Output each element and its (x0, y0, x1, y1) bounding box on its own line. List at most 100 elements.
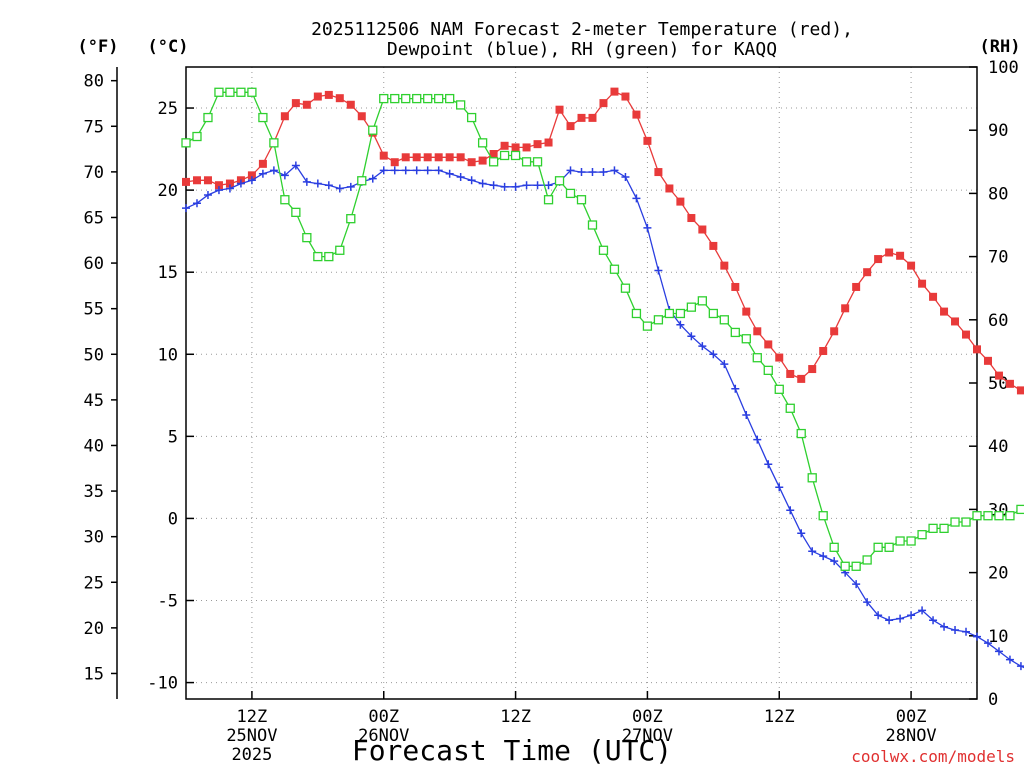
rh-point (719, 315, 729, 325)
rh-point (576, 195, 587, 205)
rh-point (368, 125, 378, 135)
dewpoint-point (478, 179, 487, 188)
rh-point (994, 511, 1004, 521)
rh-point (741, 334, 751, 344)
dewpoint-point (214, 186, 223, 195)
time-tick-date-label: 26NOV (358, 726, 409, 746)
rh-point (280, 195, 290, 205)
dewpoint-point (280, 171, 289, 180)
temperature-point (874, 255, 883, 264)
temperature-point (962, 330, 971, 339)
temperature-point (1016, 386, 1024, 395)
dewpoint-point (467, 176, 476, 185)
dewpoint-point (731, 384, 740, 393)
fahrenheit-unit-label: (°F) (78, 37, 119, 57)
celsius-tick-label: 25 (158, 99, 178, 119)
dewpoint-point (588, 168, 597, 177)
rh-point (313, 251, 323, 262)
dewpoint-point (489, 181, 498, 190)
dewpoint-point (720, 360, 729, 369)
rh-point (499, 150, 510, 161)
dewpoint-point (313, 179, 322, 188)
temperature-series (182, 87, 1024, 395)
temperature-point (918, 279, 927, 288)
temperature-point (983, 356, 992, 365)
rh-point (774, 384, 784, 394)
temperature-point (621, 92, 630, 101)
dewpoint-point (687, 332, 696, 341)
rh-tick-label: 70 (988, 248, 1008, 268)
rh-tick-label: 60 (988, 311, 1008, 331)
celsius-tick-label: 15 (158, 263, 178, 283)
temperature-point (610, 87, 619, 96)
fahrenheit-tick-label: 30 (84, 528, 104, 548)
rh-tick-label: 90 (988, 121, 1008, 141)
temperature-point (841, 304, 850, 313)
dewpoint-point (632, 194, 641, 203)
temperature-point (599, 99, 608, 108)
rh-point (598, 245, 609, 255)
temperature-point (291, 99, 300, 108)
x-axis-label: Forecast Time (UTC) (352, 734, 672, 767)
dewpoint-point (346, 182, 355, 191)
rh-point (796, 428, 806, 439)
temperature-point (643, 136, 652, 145)
rh-point (697, 296, 707, 306)
dewpoint-point (1016, 662, 1024, 671)
temperature-point (390, 158, 399, 167)
temperature-point (676, 197, 685, 206)
rh-point (565, 188, 576, 199)
dewpoint-point (940, 622, 949, 631)
temperature-point (203, 176, 212, 185)
temperature-point (401, 153, 410, 162)
rh-point (961, 517, 971, 527)
dewpoint-point (544, 181, 553, 190)
celsius-tick-label: 0 (168, 509, 178, 529)
temperature-point (379, 151, 388, 160)
celsius-axis: -10 -5 0 5 10 15 20 25 (147, 99, 194, 694)
dewpoint-point (786, 506, 795, 515)
dewpoint-point (1005, 655, 1014, 664)
dewpoint-point (621, 172, 630, 181)
dewpoint-point (885, 616, 894, 625)
temperature-point (786, 369, 795, 378)
dewpoint-point (456, 172, 465, 181)
dewpoint-point (379, 166, 388, 175)
dewpoint-point (698, 342, 707, 351)
rh-point (357, 176, 367, 186)
time-tick-date-label: 25NOV (226, 726, 277, 746)
rh-point (620, 283, 631, 293)
rh-point (488, 157, 499, 167)
rh-point (873, 542, 883, 552)
fahrenheit-tick-label: 65 (84, 208, 104, 228)
temperature-point (654, 168, 663, 177)
temperature-point (687, 214, 696, 223)
time-tick-label: 12Z (500, 707, 531, 727)
dewpoint-point (412, 166, 421, 175)
dewpoint-point (247, 176, 256, 185)
rh-point (258, 112, 268, 123)
dewpoint-point (676, 320, 685, 329)
temperature-point (753, 327, 762, 336)
dewpoint-point (390, 166, 399, 175)
temperature-point (445, 153, 454, 162)
dewpoint-point (808, 547, 817, 556)
temperature-point (577, 113, 586, 122)
temperature-point (797, 374, 806, 383)
chart-title-line-1: 2025112506 NAM Forecast 2-meter Temperat… (311, 19, 853, 40)
dewpoint-point (434, 166, 443, 175)
celsius-tick-label: -10 (147, 674, 178, 694)
temperature-point (544, 138, 553, 147)
temperature-point (302, 100, 311, 109)
rh-tick-label: 10 (988, 627, 1008, 647)
dewpoint-point (742, 411, 751, 420)
dewpoint-point (182, 204, 190, 213)
temperature-point (324, 90, 333, 99)
rh-tick-label: 80 (988, 184, 1008, 204)
temperature-point (533, 140, 542, 149)
temperature-point (225, 179, 234, 188)
rh-point (785, 403, 795, 413)
temperature-point (412, 153, 421, 162)
dewpoint-point (368, 174, 377, 183)
rh-point (917, 530, 927, 540)
